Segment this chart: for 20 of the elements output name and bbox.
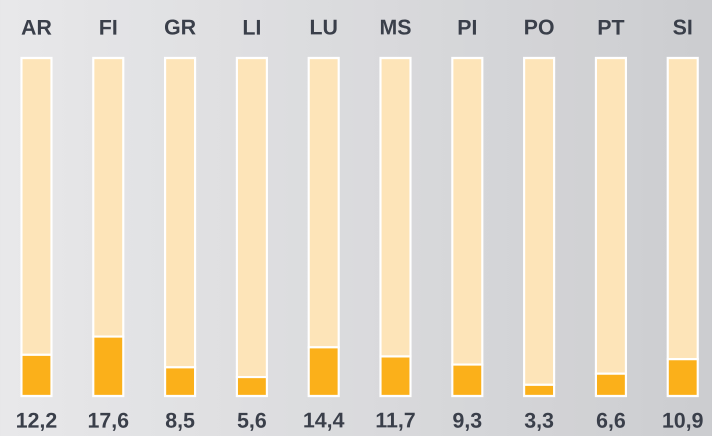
data-label: 11,7 <box>376 412 415 431</box>
x-tick-label: FI <box>100 20 116 35</box>
x-tick-label: SI <box>673 20 692 35</box>
data-label: 9,3 <box>453 412 482 431</box>
x-tick-label: AR <box>22 20 52 35</box>
data-label: 8,5 <box>166 412 194 431</box>
x-tick-label: LU <box>310 20 337 35</box>
x-tick-label: PO <box>525 20 554 35</box>
data-label: 14,4 <box>304 412 344 431</box>
x-tick-label: MS <box>380 20 411 35</box>
data-label: 6,6 <box>596 412 625 431</box>
x-tick-label: PT <box>598 20 624 35</box>
x-tick-label: PI <box>458 20 476 35</box>
data-label: 12,2 <box>17 412 56 431</box>
data-label: 10,9 <box>663 412 703 431</box>
x-tick-label: LI <box>244 20 260 35</box>
x-tick-label: GR <box>164 20 196 35</box>
data-label: 5,6 <box>238 412 266 431</box>
data-label: 3,3 <box>524 412 554 431</box>
data-label: 17,6 <box>88 412 128 431</box>
